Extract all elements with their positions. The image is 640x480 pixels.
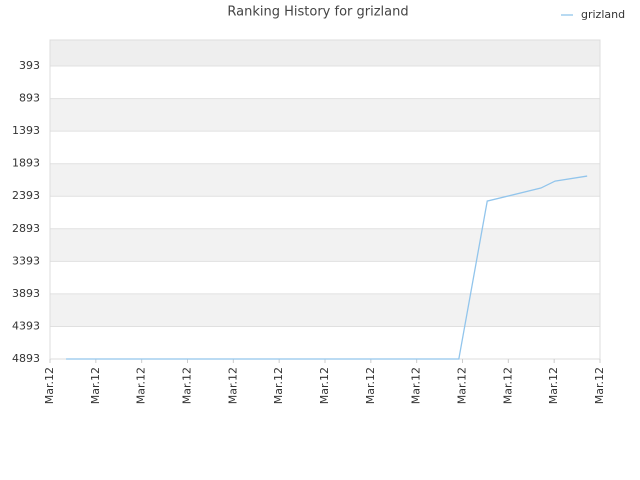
- x-tick-label: Mar.12: [181, 367, 194, 404]
- y-tick-label: 3893: [12, 287, 40, 300]
- x-tick-label: Mar.12: [89, 367, 102, 404]
- series-line: [66, 175, 588, 360]
- x-tick-label: Mar.12: [43, 367, 56, 404]
- x-tick-label: Mar.12: [226, 367, 239, 404]
- x-tick-label: Mar.12: [547, 367, 560, 404]
- x-tick-label: Mar.12: [410, 367, 423, 404]
- grid-band: [50, 98, 600, 132]
- grid-band: [50, 293, 600, 327]
- x-tick-label: Mar.12: [364, 367, 377, 404]
- y-tick-label: 1893: [12, 157, 40, 170]
- legend-label: grizland: [581, 8, 625, 21]
- x-tick-label: Mar.12: [272, 367, 285, 404]
- chart-title: Ranking History for grizland: [227, 5, 408, 20]
- grid-band: [50, 163, 600, 197]
- y-tick-label: 893: [19, 92, 40, 105]
- x-tick-label: Mar.12: [593, 367, 606, 404]
- y-tick-label: 2393: [12, 189, 40, 202]
- y-tick-label: 393: [19, 59, 40, 72]
- x-tick-label: Mar.12: [318, 367, 331, 404]
- y-tick-label: 3393: [12, 254, 40, 267]
- y-tick-label: 4893: [12, 352, 40, 365]
- y-tick-label: 2893: [12, 222, 40, 235]
- x-tick-label: Mar.12: [456, 367, 469, 404]
- grid-band: [50, 40, 600, 67]
- x-tick-label: Mar.12: [135, 367, 148, 404]
- y-tick-label: 1393: [12, 124, 40, 137]
- grid-band: [50, 228, 600, 262]
- y-tick-label: 4393: [12, 319, 40, 332]
- x-tick-label: Mar.12: [501, 367, 514, 404]
